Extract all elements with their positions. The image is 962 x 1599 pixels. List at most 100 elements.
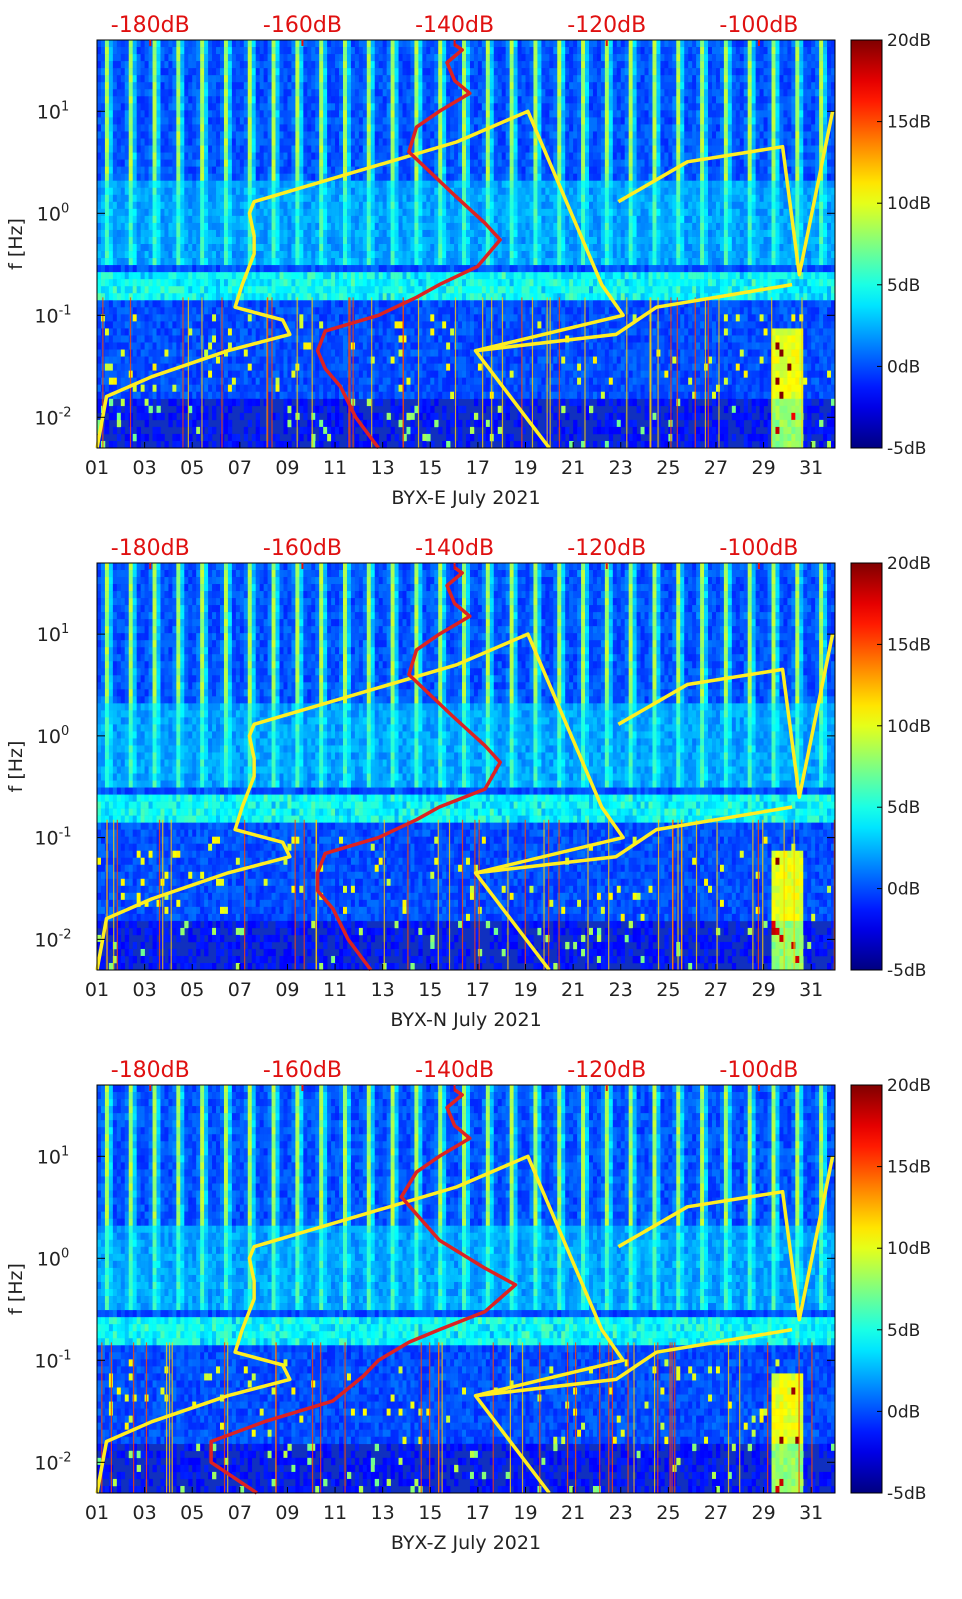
heatmap-cell bbox=[232, 286, 236, 293]
heatmap-cell bbox=[153, 89, 157, 96]
heatmap-cell bbox=[204, 244, 208, 251]
heatmap-cell bbox=[153, 413, 157, 420]
heatmap-cell bbox=[256, 117, 260, 124]
heatmap-cell bbox=[109, 75, 113, 82]
heatmap-cell bbox=[153, 110, 157, 117]
heatmap-cell bbox=[172, 272, 176, 279]
heatmap-cell bbox=[172, 188, 176, 195]
heatmap-cell bbox=[248, 195, 252, 202]
heatmap-cell bbox=[204, 174, 208, 181]
heatmap-cell bbox=[224, 378, 228, 385]
heatmap-cell bbox=[264, 40, 268, 47]
heatmap-cell bbox=[204, 237, 208, 244]
heatmap-cell bbox=[232, 110, 236, 117]
heatmap-cell bbox=[168, 342, 172, 349]
heatmap-cell bbox=[311, 117, 315, 124]
heatmap-cell bbox=[145, 195, 149, 202]
heatmap-cell bbox=[224, 181, 228, 188]
heatmap-cell bbox=[188, 110, 192, 117]
heatmap-cell bbox=[192, 272, 196, 279]
heatmap-cell bbox=[117, 110, 121, 117]
heatmap-cell bbox=[291, 413, 295, 420]
heatmap-cell bbox=[117, 202, 121, 209]
heatmap-cell bbox=[268, 202, 272, 209]
heatmap-cell bbox=[164, 61, 168, 68]
heatmap-cell bbox=[283, 110, 287, 117]
heatmap-cell bbox=[149, 54, 153, 61]
heatmap-cell bbox=[97, 371, 101, 378]
heatmap-cell bbox=[260, 82, 264, 89]
heatmap-cell bbox=[145, 335, 149, 342]
heatmap-cell bbox=[121, 364, 125, 371]
heatmap-cell bbox=[200, 40, 204, 47]
heatmap-cell bbox=[216, 146, 220, 153]
heatmap-cell bbox=[268, 350, 272, 357]
heatmap-cell bbox=[295, 272, 299, 279]
heatmap-cell bbox=[236, 357, 240, 364]
heatmap-cell bbox=[97, 131, 101, 138]
heatmap-cell bbox=[196, 244, 200, 251]
heatmap-cell bbox=[280, 167, 284, 174]
heatmap-cell bbox=[125, 223, 129, 230]
heatmap-cell bbox=[315, 138, 319, 145]
heatmap-cell bbox=[204, 420, 208, 427]
heatmap-cell bbox=[196, 40, 200, 47]
heatmap-cell bbox=[212, 138, 216, 145]
heatmap-cell bbox=[315, 265, 319, 272]
heatmap-cell bbox=[125, 209, 129, 216]
heatmap-cell bbox=[287, 314, 291, 321]
heatmap-cell bbox=[216, 89, 220, 96]
heatmap-cell bbox=[168, 82, 172, 89]
heatmap-cell bbox=[272, 209, 276, 216]
heatmap-cell bbox=[157, 335, 161, 342]
heatmap-cell bbox=[276, 434, 280, 441]
heatmap-cell bbox=[224, 420, 228, 427]
heatmap-cell bbox=[252, 265, 256, 272]
heatmap-cell bbox=[129, 89, 133, 96]
heatmap-cell bbox=[97, 47, 101, 54]
heatmap-cell bbox=[101, 251, 105, 258]
heatmap-cell bbox=[307, 174, 311, 181]
heatmap-cell bbox=[244, 321, 248, 328]
heatmap-cell bbox=[220, 251, 224, 258]
heatmap-cell bbox=[248, 328, 252, 335]
heatmap-cell bbox=[192, 230, 196, 237]
heatmap-cell bbox=[97, 307, 101, 314]
heatmap-cell bbox=[283, 202, 287, 209]
heatmap-cell bbox=[125, 328, 129, 335]
heatmap-cell bbox=[133, 321, 137, 328]
heatmap-cell bbox=[208, 272, 212, 279]
heatmap-cell bbox=[311, 265, 315, 272]
heatmap-cell bbox=[200, 89, 204, 96]
heatmap-cell bbox=[141, 385, 145, 392]
heatmap-cell bbox=[252, 103, 256, 110]
heatmap-cell bbox=[295, 209, 299, 216]
heatmap-cell bbox=[200, 68, 204, 75]
heatmap-cell bbox=[129, 195, 133, 202]
heatmap-cell bbox=[133, 131, 137, 138]
heatmap-cell bbox=[97, 230, 101, 237]
heatmap-cell bbox=[315, 96, 319, 103]
heatmap-cell bbox=[208, 314, 212, 321]
heatmap-cell bbox=[168, 392, 172, 399]
heatmap-cell bbox=[248, 441, 252, 448]
heatmap-cell bbox=[315, 392, 319, 399]
heatmap-cell bbox=[232, 371, 236, 378]
heatmap-cell bbox=[283, 195, 287, 202]
heatmap-cell bbox=[260, 293, 264, 300]
heatmap-cell bbox=[208, 385, 212, 392]
heatmap-cell bbox=[176, 181, 180, 188]
heatmap-cell bbox=[303, 413, 307, 420]
heatmap-cell bbox=[307, 216, 311, 223]
heatmap-cell bbox=[196, 223, 200, 230]
heatmap-cell bbox=[212, 237, 216, 244]
heatmap-cell bbox=[236, 209, 240, 216]
heatmap-cell bbox=[272, 265, 276, 272]
heatmap-cell bbox=[212, 117, 216, 124]
heatmap-cell bbox=[204, 251, 208, 258]
heatmap-cell bbox=[149, 82, 153, 89]
heatmap-cell bbox=[168, 286, 172, 293]
heatmap-cell bbox=[137, 167, 141, 174]
heatmap-cell bbox=[153, 209, 157, 216]
heatmap-cell bbox=[299, 89, 303, 96]
